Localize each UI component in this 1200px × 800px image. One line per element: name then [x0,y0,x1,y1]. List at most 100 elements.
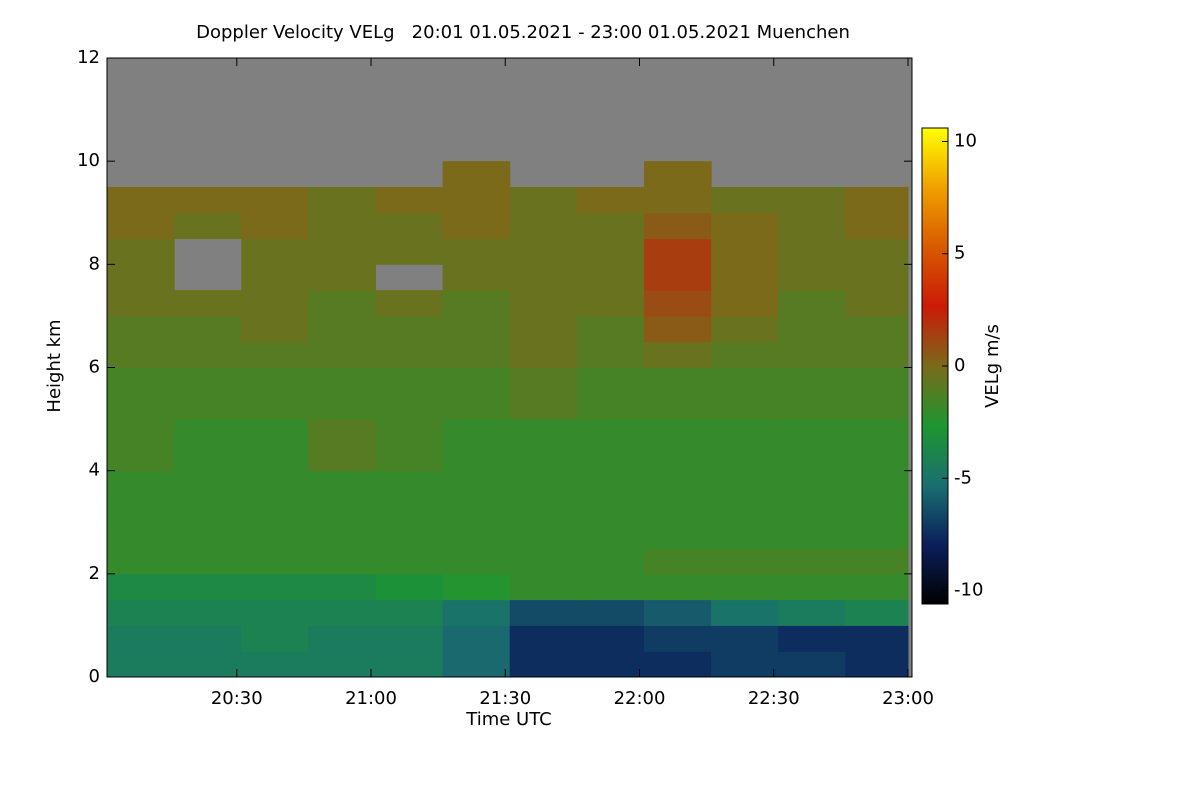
heatmap-cell [308,419,376,446]
heatmap-cell [576,470,645,497]
heatmap-cell [509,470,578,497]
heatmap-cell [711,393,779,420]
heatmap-cell [375,496,444,523]
heatmap-cell [576,419,645,446]
heatmap-cell [442,651,511,678]
x-axis-label: Time UTC [465,709,551,730]
heatmap-cell [375,651,444,678]
heatmap-cell [778,548,846,575]
heatmap-cell [174,548,242,575]
heatmap-cell [711,290,779,317]
y-tick-label: 0 [89,666,100,687]
heatmap-cell [778,290,846,317]
heatmap-cell [174,290,242,317]
heatmap-cell [308,264,376,291]
heatmap-cell [576,367,645,394]
heatmap-cell [241,315,309,343]
heatmap-cell [509,522,578,549]
heatmap-cell [442,496,511,523]
heatmap-cell [711,341,779,368]
heatmap-cell [845,625,909,652]
x-tick-label: 21:00 [345,688,397,709]
heatmap-cell [643,186,712,214]
heatmap-cell [308,393,376,420]
heatmap-cell [845,444,909,472]
heatmap-cell [241,522,309,549]
heatmap-cell [643,573,712,601]
heatmap-cell [241,625,309,652]
heatmap-cell [308,444,376,472]
heatmap-cell [845,496,909,523]
heatmap-cell [576,393,645,420]
heatmap-cell [174,599,242,626]
heatmap-cell [241,186,309,214]
heatmap-cell [174,573,242,601]
heatmap-cell [107,651,175,678]
colorbar-tick-label: 5 [954,243,965,264]
heatmap-cell [174,315,242,343]
heatmap-cell [375,341,444,368]
heatmap-cell [375,419,444,446]
heatmap-cell [241,548,309,575]
heatmap-cell [778,419,846,446]
heatmap-cell [442,470,511,497]
heatmap-cell [241,573,309,601]
heatmap-cell [643,315,712,343]
heatmap-cell [174,522,242,549]
heatmap-cell [711,186,779,214]
heatmap-cell [509,290,578,317]
heatmap-cell [576,573,645,601]
heatmap-cell [509,573,578,601]
heatmap-cell [509,548,578,575]
heatmap-cell [576,186,645,214]
heatmap-cell [509,315,578,343]
heatmap-cell [509,238,578,265]
heatmap-cell [711,367,779,394]
heatmap-cell [711,419,779,446]
heatmap-cell [442,444,511,472]
heatmap-cell [576,315,645,343]
heatmap-cell [576,625,645,652]
heatmap-cell [845,341,909,368]
heatmap-cell [174,496,242,523]
heatmap-cell [778,470,846,497]
x-tick-label: 23:00 [882,688,934,709]
heatmap-cell [711,625,779,652]
heatmap-cell [107,599,175,626]
heatmap-cell [643,419,712,446]
heatmap-cell [711,522,779,549]
heatmap-cell [778,186,846,214]
heatmap-cell [711,444,779,472]
heatmap-cell [576,264,645,291]
heatmap-cell [711,573,779,601]
heatmap-cell [174,470,242,497]
heatmap-cell [643,522,712,549]
heatmap-cell [643,212,712,240]
heatmap-cell [174,419,242,446]
heatmap-cell [174,341,242,368]
heatmap-cell [576,341,645,368]
heatmap-cell [643,470,712,497]
heatmap-cell [442,522,511,549]
heatmap-cell [174,186,242,214]
heatmap-cell [778,625,846,652]
heatmap-cell [778,651,846,678]
heatmap-cell [241,419,309,446]
heatmap-cell [174,444,242,472]
heatmap-cell [845,651,909,678]
heatmap-cell [308,290,376,317]
heatmap-cell [576,496,645,523]
heatmap-cell [778,573,846,601]
heatmap-cell [375,625,444,652]
heatmap-cell [107,573,175,601]
heatmap-cell [711,496,779,523]
heatmap-cell [241,496,309,523]
heatmap-cell [442,238,511,265]
y-tick-label: 8 [89,253,100,274]
heatmap-cell [643,625,712,652]
y-tick-label: 12 [77,47,100,68]
heatmap-cell [643,367,712,394]
heatmap-cell [241,470,309,497]
heatmap-cell [375,573,444,601]
heatmap-cell [845,367,909,394]
